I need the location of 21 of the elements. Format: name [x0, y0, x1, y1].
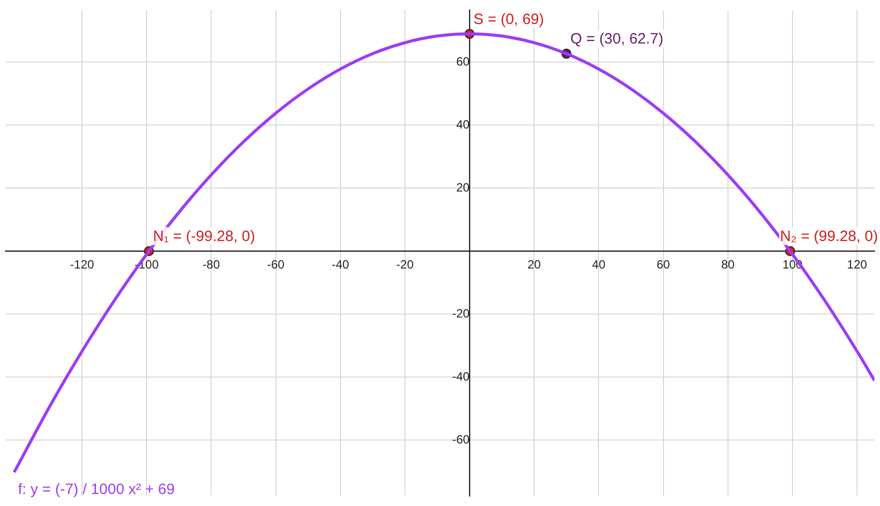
x-tick-label: 20 [527, 258, 542, 272]
y-tick-label: -40 [452, 369, 470, 384]
x-tick-label: -60 [267, 258, 285, 272]
x-tick-label: 120 [847, 258, 868, 272]
annotation: f: y = (-7) / 1000 x² + 69 [18, 481, 175, 498]
x-tick-label: -40 [332, 258, 350, 272]
annotation: N₂ = (99.28, 0) [780, 228, 878, 246]
x-tick-label: 40 [592, 258, 606, 272]
x-tick-label: -120 [70, 258, 94, 272]
x-tick-label: -80 [202, 258, 220, 272]
y-tick-label: 20 [456, 180, 470, 194]
y-tick-label: -60 [452, 432, 470, 446]
x-tick-label: 60 [656, 258, 670, 272]
y-tick-label: 40 [456, 117, 470, 132]
annotation: Q = (30, 62.7) [570, 30, 664, 48]
annotation: S = (0, 69) [474, 10, 544, 28]
annotation: N₁ = (-99.28, 0) [152, 228, 256, 246]
x-tick-label: -20 [396, 258, 414, 272]
y-tick-label: -20 [452, 306, 470, 320]
x-tick-label: 80 [721, 258, 735, 272]
y-tick-label: 60 [456, 54, 470, 68]
